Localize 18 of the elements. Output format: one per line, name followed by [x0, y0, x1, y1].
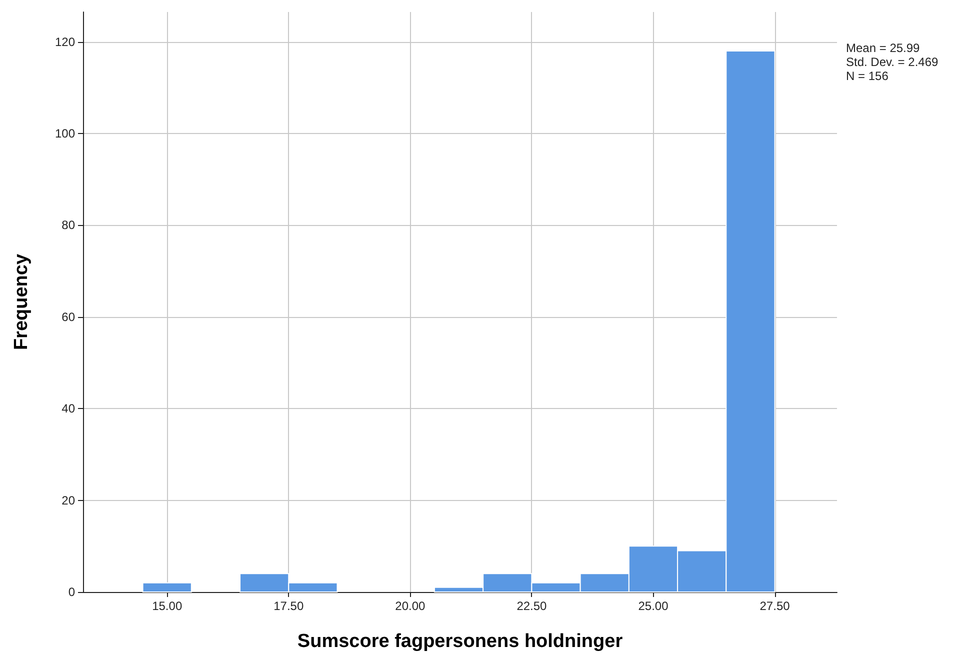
x-tick-label: 20.00: [395, 599, 426, 613]
text: Std. Dev. = 2.469: [846, 55, 938, 69]
text: N = 156: [846, 69, 889, 83]
x-axis-title: Sumscore fagpersonens holdninger: [297, 631, 624, 652]
y-tick-label: 80: [62, 218, 76, 232]
y-tick-label: 0: [68, 585, 76, 599]
x-tick-label: 15.00: [152, 599, 182, 613]
x-tick-label: 25.00: [638, 599, 669, 613]
x-tick-label: 27.50: [760, 599, 790, 613]
y-tick-label: 120: [54, 34, 76, 49]
x-tick-label: 22.50: [516, 599, 548, 613]
y-tick-label: 100: [54, 126, 76, 140]
y-tick-label: 60: [62, 310, 76, 324]
y-tick-label: 40: [62, 402, 76, 416]
x-tick-label: 17.50: [274, 599, 304, 613]
text: Mean = 25.99: [846, 41, 920, 55]
y-tick-label: 20: [62, 493, 76, 508]
y-axis-title: Frequency: [11, 254, 32, 350]
